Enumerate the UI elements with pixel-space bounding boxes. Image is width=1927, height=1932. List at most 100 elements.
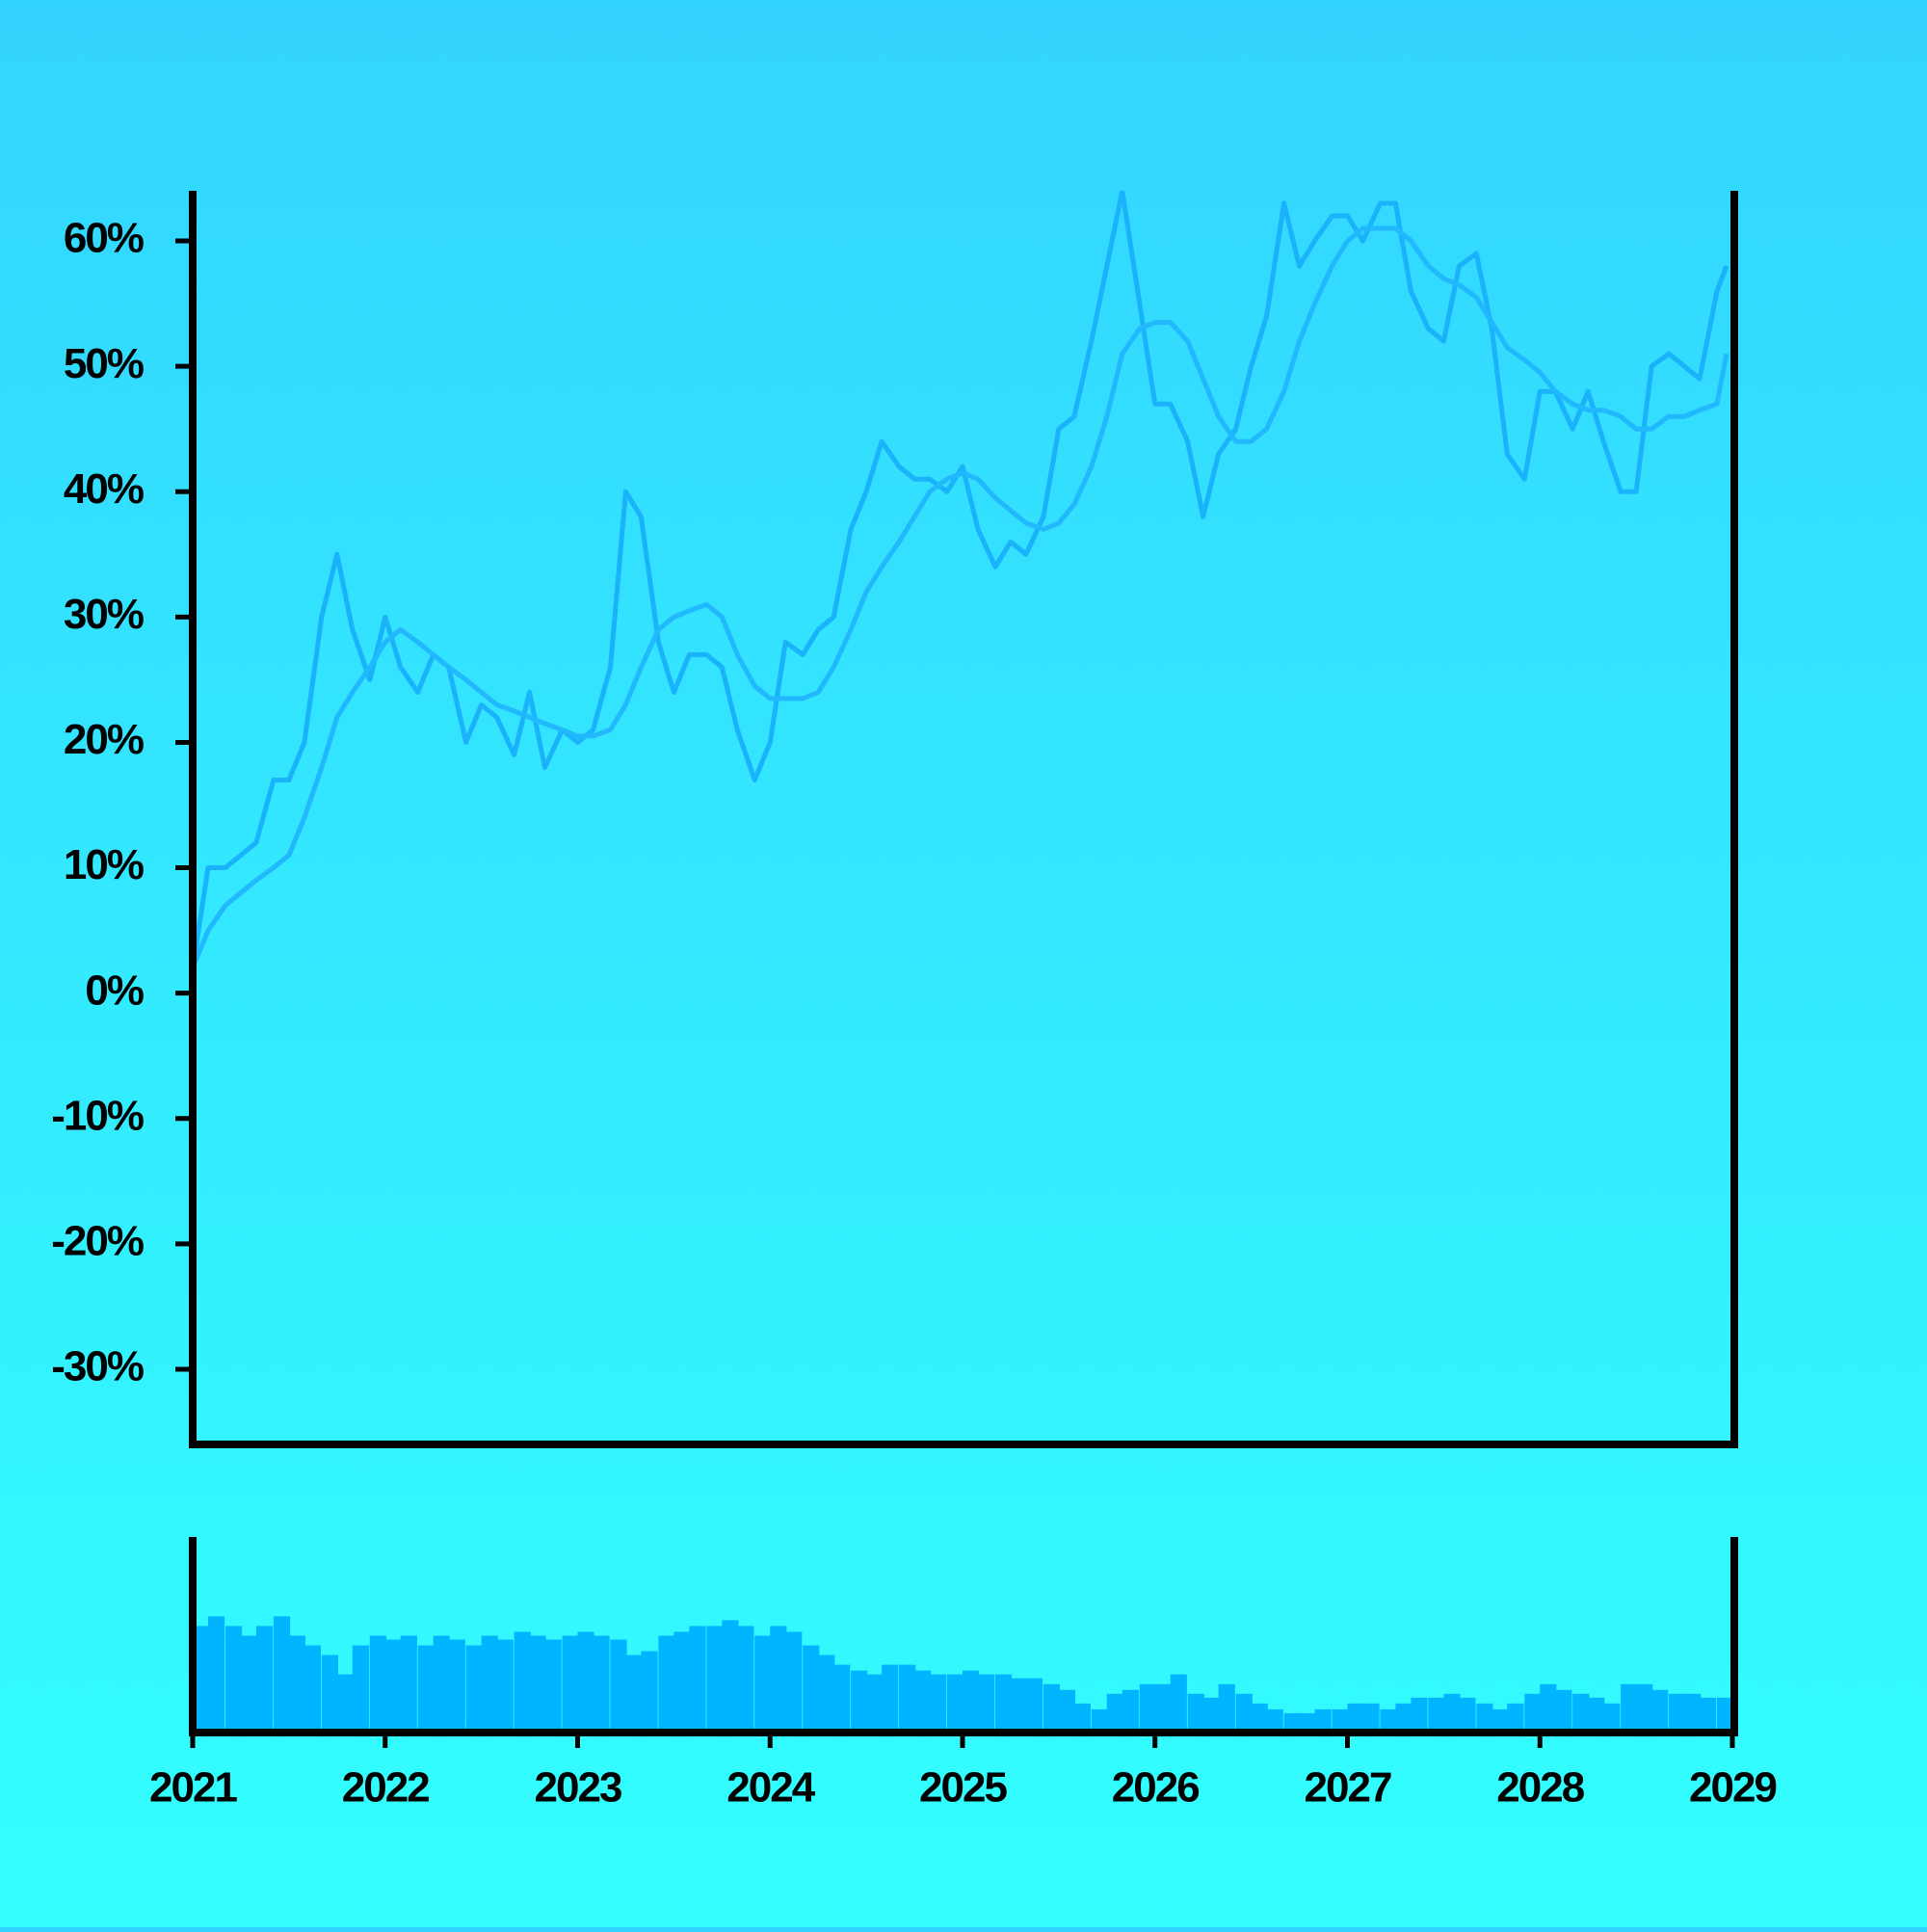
volume-bars [465, 1645, 483, 1733]
x-tick-label: 2029 [1689, 1764, 1776, 1812]
volume-bar [1636, 1683, 1653, 1733]
volume-bar [1395, 1703, 1412, 1733]
volume-bars [851, 1670, 868, 1733]
volume-bar [785, 1631, 803, 1733]
volume-bar [288, 1635, 306, 1733]
volume-bar [1122, 1689, 1139, 1733]
volume-bars [369, 1635, 386, 1733]
volume-bar [321, 1654, 338, 1733]
volume-bar [369, 1635, 386, 1733]
y-tick-label: 40% [64, 465, 144, 513]
volume-bars [1154, 1683, 1172, 1733]
y-tick-label: -10% [51, 1092, 144, 1139]
volume-bar [977, 1674, 995, 1733]
price-line [193, 225, 1729, 969]
y-tick-label: 30% [64, 591, 144, 638]
volume-bars [496, 1639, 514, 1733]
volume-bars [1651, 1689, 1669, 1733]
volume-bars [273, 1616, 291, 1733]
volume-bars [1299, 1712, 1316, 1733]
x-tick-label: 2026 [1112, 1764, 1199, 1812]
volume-bar [1218, 1683, 1235, 1733]
volume-bars [737, 1626, 754, 1733]
volume-bar [384, 1639, 402, 1733]
volume-bars [770, 1626, 787, 1733]
volume-bars [1636, 1683, 1653, 1733]
volume-bar [625, 1654, 643, 1733]
volume-bars [417, 1645, 435, 1733]
volume-bars [882, 1664, 899, 1733]
volume-bar [1507, 1703, 1524, 1733]
y-tick-label: 20% [64, 716, 144, 763]
volume-bar [400, 1635, 417, 1733]
volume-bars [224, 1626, 243, 1733]
volume-bar [465, 1645, 483, 1733]
volume-bars [1507, 1703, 1524, 1733]
volume-bar [1251, 1703, 1268, 1733]
volume-bars [706, 1626, 724, 1733]
volume-bar [1555, 1689, 1572, 1733]
volume-bars [1332, 1708, 1349, 1733]
volume-bars [1588, 1697, 1605, 1733]
volume-bar [1010, 1678, 1028, 1733]
volume-bars [207, 1616, 225, 1733]
volume-bars [240, 1635, 258, 1733]
volume-bar [706, 1626, 724, 1733]
volume-bar [851, 1670, 868, 1733]
volume-bars [1106, 1693, 1123, 1733]
volume-bar [1540, 1683, 1557, 1733]
volume-bar [673, 1631, 691, 1733]
y-tick-label: 50% [64, 340, 144, 387]
volume-bar [1428, 1697, 1445, 1733]
volume-bar [610, 1639, 627, 1733]
volume-bars [673, 1631, 691, 1733]
volume-bar [1139, 1683, 1156, 1733]
volume-bars [1476, 1703, 1493, 1733]
volume-bars [689, 1626, 706, 1733]
volume-bar [544, 1639, 562, 1733]
volume-bars [1010, 1678, 1028, 1733]
volume-bar [1411, 1697, 1428, 1733]
volume-bars [1187, 1693, 1204, 1733]
volume-bars [1572, 1693, 1590, 1733]
volume-bars [963, 1670, 980, 1733]
volume-bar [930, 1674, 947, 1733]
volume-bar [1202, 1697, 1220, 1733]
volume-bar [803, 1645, 820, 1733]
volume-bar [593, 1635, 610, 1733]
volume-bar [818, 1654, 835, 1733]
volume-bar [658, 1635, 675, 1733]
x-tick-label: 2022 [342, 1764, 429, 1812]
volume-bars [1266, 1708, 1283, 1733]
volume-bar [1332, 1708, 1349, 1733]
y-tick-label: -20% [51, 1217, 144, 1264]
volume-bars [321, 1654, 338, 1733]
volume-bars [562, 1635, 579, 1733]
volume-bar [577, 1631, 594, 1733]
y-tick-label: 60% [64, 215, 144, 262]
volume-bar [448, 1639, 465, 1733]
volume-bar [1362, 1703, 1380, 1733]
volume-bar [240, 1635, 258, 1733]
volume-bars [1428, 1697, 1445, 1733]
volume-bar [914, 1670, 932, 1733]
x-tick-label: 2025 [919, 1764, 1007, 1812]
volume-bar [1187, 1693, 1204, 1733]
volume-bar [1459, 1697, 1476, 1733]
y-tick-label: 10% [64, 841, 144, 888]
volume-bars [1459, 1697, 1476, 1733]
volume-bar [529, 1635, 546, 1733]
volume-bars [1122, 1689, 1139, 1733]
volume-bars [1218, 1683, 1235, 1733]
volume-bar [1058, 1689, 1076, 1733]
volume-bars [1540, 1683, 1557, 1733]
volume-bar [1700, 1697, 1717, 1733]
volume-bars [544, 1639, 562, 1733]
volume-bars [1443, 1693, 1461, 1733]
volume-bars [977, 1674, 995, 1733]
volume-bars [947, 1674, 964, 1733]
volume-bar [562, 1635, 579, 1733]
volume-bar [1717, 1697, 1734, 1733]
volume-bar [1314, 1708, 1332, 1733]
